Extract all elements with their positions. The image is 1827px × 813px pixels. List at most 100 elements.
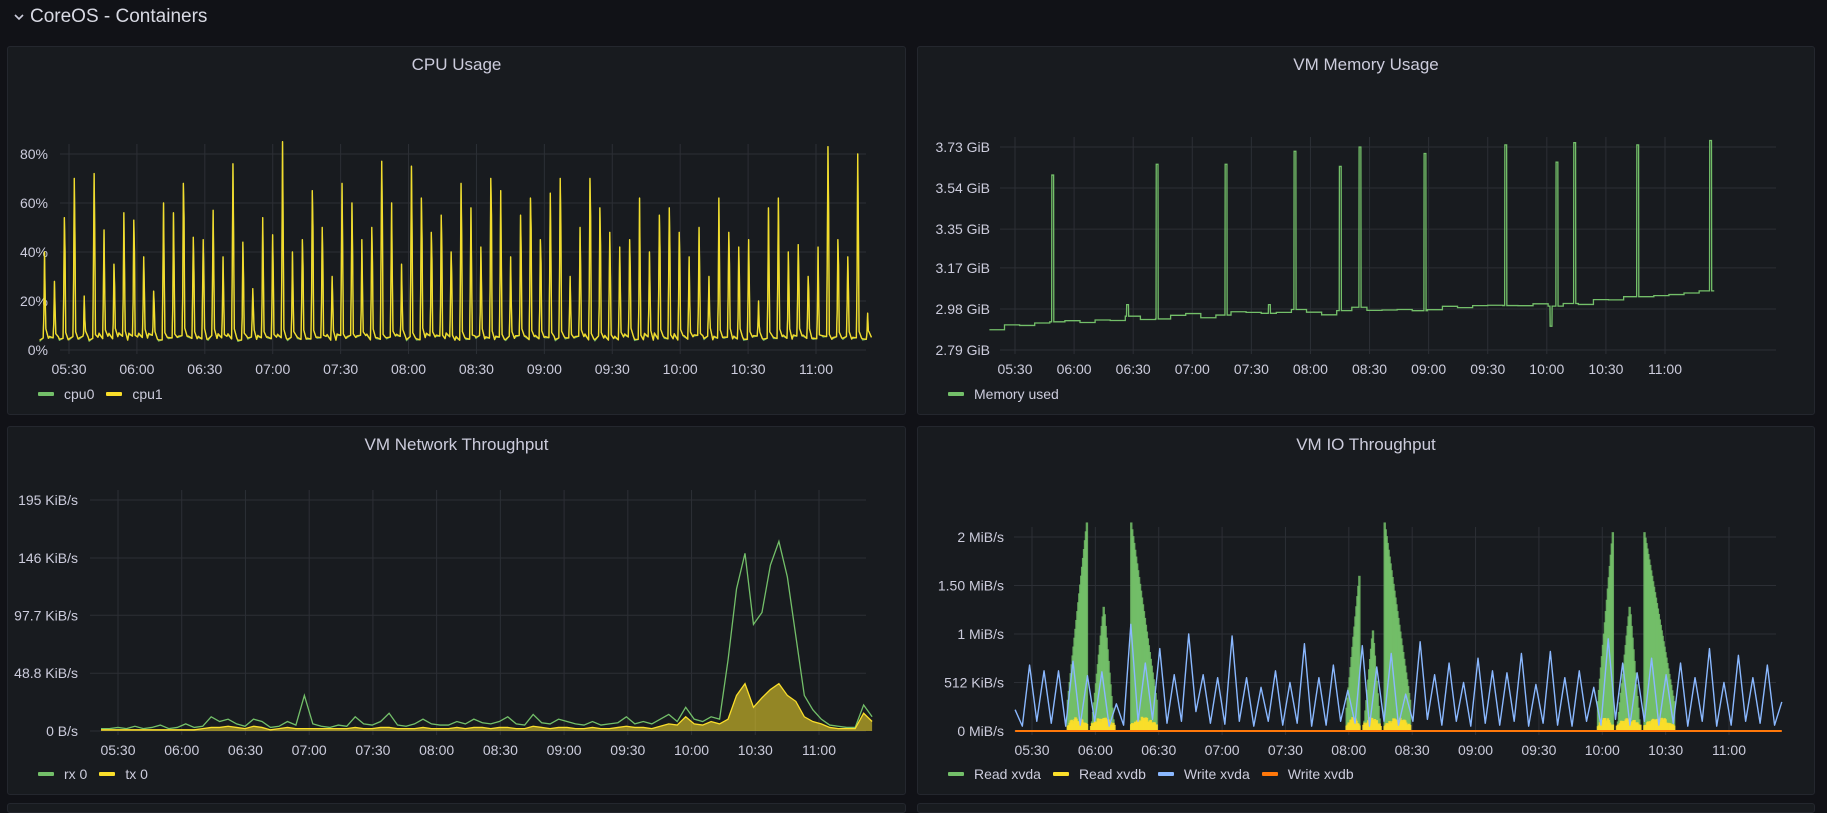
x-tick-label: 06:30 <box>1116 361 1151 377</box>
y-tick-label: 40% <box>20 244 48 260</box>
read-xvda-burst[interactable] <box>1345 575 1361 731</box>
x-tick-label: 10:00 <box>674 742 709 758</box>
y-tick-label: 0 B/s <box>46 723 78 739</box>
series-area-tx-0 <box>101 683 873 731</box>
legend-item[interactable]: Read xvda <box>948 766 1041 782</box>
chart-svg[interactable]: 0% 20% 40% 60% 80% 05:30 06:00 06:30 07:00 07:30 0… <box>8 47 907 416</box>
panel-vm-network-throughput[interactable]: VM Network Throughput 0 B/s 48.8 KiB/s 97.… <box>7 426 906 795</box>
panel-title: CPU Usage <box>411 55 502 74</box>
series-line-rx-0[interactable] <box>101 539 873 730</box>
y-tick-label: 80% <box>20 146 48 162</box>
x-tick-label: 10:30 <box>1648 742 1683 758</box>
chart-svg[interactable]: 0 B/s 48.8 KiB/s 97.7 KiB/s 146 KiB/s 195 Ki… <box>8 427 907 796</box>
x-tick-label: 10:30 <box>738 742 773 758</box>
legend-item[interactable]: Memory used <box>948 386 1059 402</box>
series-line-memory-used[interactable] <box>989 139 1715 331</box>
panel-title: VM Network Throughput <box>364 435 549 454</box>
y-tick-label: 1 MiB/s <box>957 626 1004 642</box>
read-xvdb-area[interactable] <box>1066 717 1089 731</box>
legend-item[interactable]: tx 0 <box>99 766 148 782</box>
legend-label: Memory used <box>974 386 1059 402</box>
x-tick-label: 11:00 <box>799 361 833 377</box>
legend-label: Read xvda <box>974 766 1041 782</box>
chart-svg[interactable]: 0 MiB/s 512 KiB/s 1 MiB/s 1.50 MiB/s 2 MiB/s… <box>918 427 1816 796</box>
x-tick-label: 07:30 <box>1234 361 1269 377</box>
legend-item[interactable]: Write xvda <box>1157 766 1250 782</box>
legend-label: cpu0 <box>64 386 95 402</box>
chevron-down-icon[interactable] <box>12 10 26 24</box>
legend-swatch <box>1261 772 1278 776</box>
read-xvda-burst[interactable] <box>1090 606 1115 731</box>
read-xvda-burst[interactable] <box>1596 532 1615 731</box>
legend-label: Write xvda <box>1183 766 1250 782</box>
x-tick-label: 07:00 <box>1175 361 1210 377</box>
x-tick-label: 10:30 <box>1588 361 1623 377</box>
x-tick-label: 09:00 <box>1458 742 1493 758</box>
x-tick-label: 06:30 <box>228 742 263 758</box>
read-xvda-burst[interactable] <box>1130 522 1158 731</box>
panel-title: VM IO Throughput <box>1296 435 1436 454</box>
legend-item[interactable]: Write xvdb <box>1261 766 1354 782</box>
x-tick-label: 06:00 <box>164 742 199 758</box>
chart-svg[interactable]: 2.79 GiB 2.98 GiB 3.17 GiB 3.35 GiB 3.54 GiB… <box>918 47 1816 416</box>
x-tick-label: 10:00 <box>1585 742 1620 758</box>
x-tick-label: 07:30 <box>355 742 390 758</box>
x-tick-label: 09:00 <box>1411 361 1446 377</box>
y-tick-label: 0 MiB/s <box>957 723 1004 739</box>
read-xvda-burst[interactable] <box>1066 522 1089 731</box>
legend-item[interactable]: rx 0 <box>38 766 87 782</box>
read-xvdb-area[interactable] <box>1345 717 1361 731</box>
y-tick-label: 0% <box>28 342 48 358</box>
x-tick-label: 08:00 <box>1331 742 1366 758</box>
legend-item[interactable]: cpu0 <box>38 386 94 402</box>
legend-item[interactable]: cpu1 <box>106 386 163 402</box>
legend-swatch <box>1157 772 1174 776</box>
y-tick-label: 2 MiB/s <box>957 529 1004 545</box>
x-tick-label: 09:30 <box>1470 361 1505 377</box>
x-tick-label: 06:00 <box>119 361 154 377</box>
y-tick-label: 1.50 MiB/s <box>938 578 1004 594</box>
y-tick-label: 60% <box>20 195 48 211</box>
read-xvdb-area[interactable] <box>1129 716 1158 731</box>
series-line-cpu1[interactable] <box>39 141 873 341</box>
x-tick-label: 11:00 <box>1712 742 1746 758</box>
y-tick-label: 512 KiB/s <box>944 675 1004 691</box>
y-tick-label: 2.79 GiB <box>936 342 990 358</box>
legend-label: Read xvdb <box>1078 766 1146 782</box>
series-line-tx-0[interactable] <box>101 682 873 731</box>
x-tick-label: 07:00 <box>292 742 327 758</box>
x-tick-label: 09:30 <box>595 361 630 377</box>
y-tick-label: 97.7 KiB/s <box>14 607 78 623</box>
y-tick-label: 3.35 GiB <box>936 221 990 237</box>
x-tick-label: 05:30 <box>1014 742 1049 758</box>
legend-label: Write xvdb <box>1287 766 1354 782</box>
y-tick-label: 195 KiB/s <box>18 492 78 508</box>
x-tick-label: 06:30 <box>1141 742 1176 758</box>
read-xvdb-area[interactable] <box>1383 717 1412 731</box>
legend-swatch <box>99 772 116 776</box>
read-xvdb-area[interactable] <box>1089 717 1116 731</box>
next-panel-right <box>917 803 1815 813</box>
x-tick-label: 08:30 <box>1352 361 1387 377</box>
x-tick-label: 11:00 <box>802 742 836 758</box>
read-xvdb-area[interactable] <box>1596 718 1615 731</box>
read-xvdb-area[interactable] <box>1643 717 1676 731</box>
legend-swatch <box>948 392 964 396</box>
x-tick-label: 07:30 <box>323 361 358 377</box>
y-tick-label: 2.98 GiB <box>936 301 990 317</box>
row-header[interactable]: CoreOS - Containers <box>12 5 207 29</box>
series-line-write-xvda[interactable] <box>1014 623 1783 727</box>
legend-item[interactable]: Read xvdb <box>1052 766 1146 782</box>
x-tick-label: 08:00 <box>419 742 454 758</box>
x-tick-label: 07:30 <box>1268 742 1303 758</box>
x-tick-label: 09:00 <box>547 742 582 758</box>
x-tick-label: 05:30 <box>997 361 1032 377</box>
panel-vm-memory-usage[interactable]: VM Memory Usage 2.79 GiB 2.98 GiB 3.17 GiB… <box>917 46 1815 415</box>
y-tick-label: 3.17 GiB <box>936 260 990 276</box>
x-tick-label: 08:00 <box>1293 361 1328 377</box>
x-tick-label: 05:30 <box>51 361 86 377</box>
next-panel-left <box>7 803 906 813</box>
panel-cpu-usage[interactable]: CPU Usage 0% 20% 40% 60% 80% 05:30 06:00 06:30 0… <box>7 46 906 415</box>
x-tick-label: 08:00 <box>391 361 426 377</box>
panel-vm-io-throughput[interactable]: VM IO Throughput 0 MiB/s 512 KiB/s 1 MiB/s… <box>917 426 1815 795</box>
